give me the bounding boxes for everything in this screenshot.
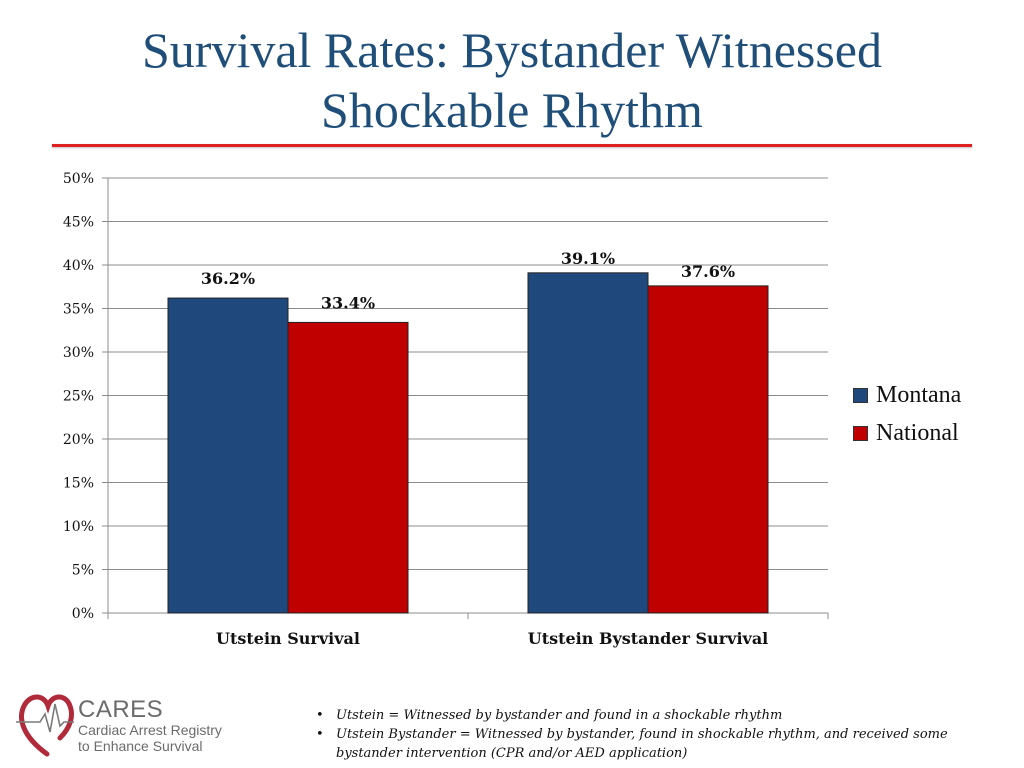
y-tick-label: 15% — [63, 476, 94, 492]
data-label: 36.2% — [201, 269, 255, 288]
title-line-2: Shockable Rhythm — [321, 82, 703, 138]
footnote-item: Utstein = Witnessed by bystander and fou… — [314, 706, 1014, 725]
legend-label-national: National — [876, 419, 959, 446]
y-tick-label: 30% — [63, 345, 94, 361]
y-tick-label: 45% — [63, 215, 94, 231]
title-underline — [52, 144, 972, 147]
legend-item-national: National — [853, 414, 961, 452]
bar-chart: 0% 5% 10% 15% 20% 25% 30% 35% 40% 45% 50% 36.2% 33.4… — [63, 171, 829, 648]
y-tick-label: 20% — [63, 432, 94, 448]
legend-label-montana: Montana — [876, 381, 962, 408]
footnote-item: Utstein Bystander = Witnessed by bystand… — [314, 725, 1014, 763]
logo-subtitle-1: Cardiac Arrest Registry — [78, 722, 222, 738]
y-tick-label: 50% — [63, 171, 94, 187]
y-tick-label: 5% — [72, 563, 94, 579]
bar — [287, 321, 409, 614]
logo-text: CARES Cardiac Arrest Registry to Enhance… — [78, 696, 222, 755]
y-tick-label: 10% — [63, 519, 94, 535]
title-line-1: Survival Rates: Bystander Witnessed — [141, 22, 882, 78]
bar — [647, 285, 769, 614]
data-label: 37.6% — [681, 262, 735, 281]
y-tick-label: 35% — [63, 302, 94, 318]
logo-name: CARES — [78, 696, 164, 723]
y-tick-label: 0% — [72, 606, 94, 622]
x-tick-label: Utstein Bystander Survival — [528, 629, 769, 648]
y-tick-label: 25% — [63, 389, 94, 405]
data-label: 39.1% — [561, 249, 615, 268]
legend-swatch-montana — [853, 387, 868, 403]
bar — [167, 297, 289, 614]
heart-ekg-icon — [16, 694, 75, 757]
logo-subtitle-2: to Enhance Survival — [78, 738, 203, 754]
legend-item-montana: Montana — [853, 376, 961, 414]
data-label: 33.4% — [321, 293, 375, 312]
footnotes: Utstein = Witnessed by bystander and fou… — [314, 706, 1014, 763]
bar — [527, 272, 649, 614]
legend-swatch-national — [853, 425, 868, 441]
x-tick-label: Utstein Survival — [216, 629, 360, 648]
y-tick-label: 40% — [63, 258, 94, 274]
chart-legend: Montana National — [853, 376, 961, 452]
slide-title: Survival Rates: Bystander Witnessed Shoc… — [0, 20, 1024, 140]
